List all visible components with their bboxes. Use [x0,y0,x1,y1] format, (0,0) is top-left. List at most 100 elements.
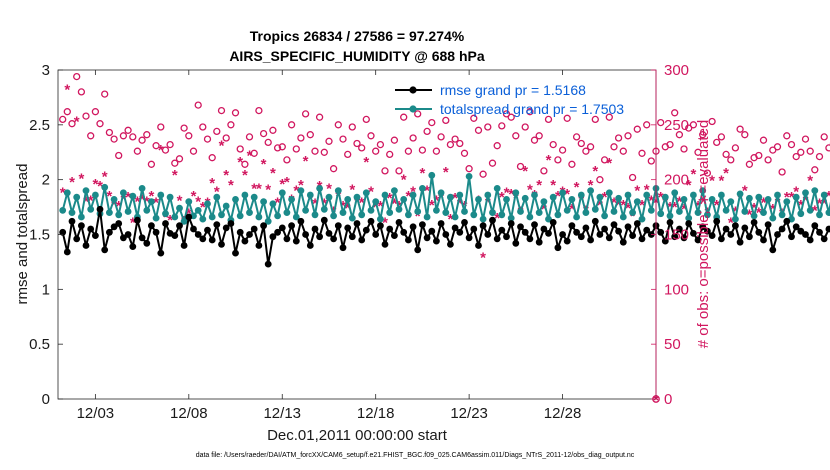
obs-evaluated-marker: * [144,194,150,211]
rmse-point [414,246,422,254]
rmse-point [246,231,253,238]
rmse-point [152,228,160,236]
obs-possible-marker [717,133,726,141]
obs-possible-marker [325,137,333,145]
obs-evaluated-marker: * [756,205,762,222]
rmse-point [419,221,426,229]
rmse-point [115,220,123,227]
rmse-point [461,219,468,226]
obs-possible-marker [811,166,819,174]
obs-evaluated-marker: * [88,192,94,209]
obs-evaluated-marker: * [354,195,360,212]
totalspread-point [797,210,805,218]
obs-evaluated-marker: * [616,197,622,214]
y-tick-label: 2.5 [29,117,50,134]
totalspread-point [741,208,749,215]
obs-possible-marker [306,131,314,139]
obs-possible-marker [764,156,772,164]
totalspread-point [811,187,819,195]
y2-axis-label: # of obs: o=possible; ∗=evaluated [695,120,712,349]
rmse-point [255,242,263,249]
rmse-point [334,222,342,230]
y2-tick-label: 200 [664,172,689,189]
obs-evaluated-marker: * [195,194,201,211]
obs-possible-marker [498,122,506,130]
obs-evaluated-marker: * [74,113,80,130]
totalspread-point [358,211,366,219]
obs-evaluated-marker: * [382,214,388,231]
rmse-point [587,236,594,244]
obs-possible-marker [797,148,805,156]
obs-evaluated-marker: * [153,195,159,212]
rmse-point [736,238,744,246]
obs-possible-marker [507,113,515,121]
obs-possible-marker [671,109,679,117]
totalspread-point [320,205,328,213]
obs-possible-marker [549,140,557,149]
x-axis-label: Dec.01,2011 00:00:00 start [267,427,448,444]
rmse-point [792,223,800,231]
rmse-point [213,221,221,229]
rmse-point [554,244,562,252]
obs-evaluated-marker: * [662,195,668,212]
totalspread-point [461,208,468,215]
rmse-point [73,235,81,243]
obs-evaluated-marker: * [742,183,748,200]
rmse-point [381,241,389,248]
rmse-point [465,234,473,242]
obs-possible-marker [339,135,347,143]
totalspread-point [591,205,599,213]
obs-possible-marker [586,143,595,151]
obs-possible-marker [264,138,272,147]
obs-possible-marker [320,148,328,156]
rmse-point [218,241,225,248]
totalspread-point [325,193,333,201]
rmse-point [87,225,95,233]
obs-possible-marker [315,113,324,121]
obs-evaluated-marker: * [770,201,776,218]
obs-evaluated-marker: * [457,196,463,213]
obs-evaluated-marker: * [625,200,631,217]
obs-evaluated-marker: * [648,192,654,209]
rmse-point [811,222,819,230]
obs-evaluated-marker: * [592,163,598,180]
rmse-point [232,249,239,257]
obs-possible-marker [376,140,385,149]
totalspread-point [722,207,730,214]
obs-possible-marker [825,144,830,152]
obs-evaluated-marker: * [106,188,112,205]
obs-possible-marker [138,136,146,144]
obs-evaluated-marker: * [120,191,126,208]
obs-possible-marker [512,132,520,140]
rmse-point [685,220,693,227]
totalspread-point [442,209,450,217]
axis-ticks: 12/03 12/08 12/13 12/18 12/23 12/28 0 0.5 1 1.5 2 2… [29,62,689,422]
obs-possible-marker [203,135,212,143]
rmse-point [372,231,380,238]
totalspread-point [185,198,193,206]
rmse-point [526,235,534,243]
obs-possible-marker [666,140,674,149]
rmse-point [633,220,641,227]
obs-possible-marker [147,160,156,168]
obs-evaluated-marker: * [83,194,89,211]
obs-evaluated-marker: * [672,199,678,216]
rmse-point [78,222,85,230]
obs-evaluated-marker: * [191,188,197,205]
rmse-point [666,219,674,226]
totalspread-point [470,211,478,219]
x-tick-label: 12/13 [263,405,301,422]
obs-possible-marker [185,132,193,140]
rmse-point [264,260,272,268]
obs-possible-marker [96,120,104,128]
chart-subtitle: AIRS_SPECIFIC_HUMIDITY @ 688 hPa [229,48,485,64]
rmse-point [638,235,646,243]
obs-evaluated-marker: * [480,249,486,266]
rmse-point [306,242,314,249]
obs-possible-marker [395,167,403,175]
totalspread-point [456,191,464,199]
obs-evaluated-marker: * [546,152,552,169]
x-tick-label: 12/03 [77,405,115,422]
rmse-point [661,237,669,245]
totalspread-point [288,196,295,203]
